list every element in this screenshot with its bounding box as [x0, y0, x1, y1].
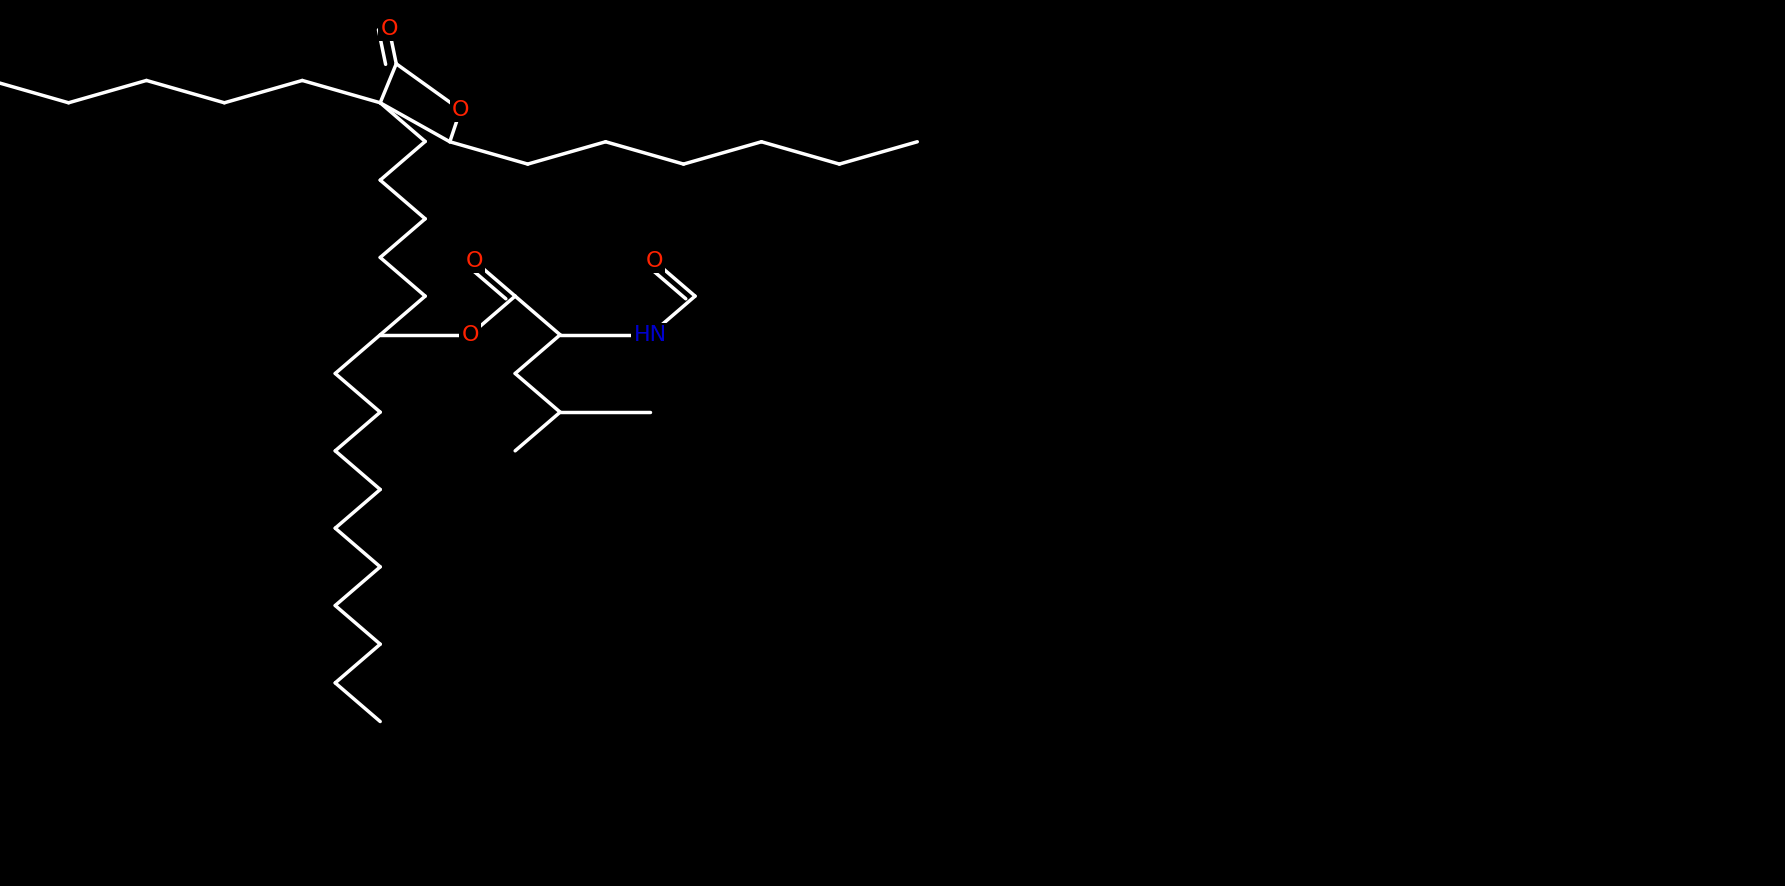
Text: O: O	[452, 100, 469, 120]
Text: HN: HN	[634, 325, 666, 345]
Text: O: O	[646, 251, 664, 271]
Text: O: O	[380, 19, 398, 39]
Text: O: O	[461, 325, 478, 345]
Text: O: O	[466, 251, 484, 271]
